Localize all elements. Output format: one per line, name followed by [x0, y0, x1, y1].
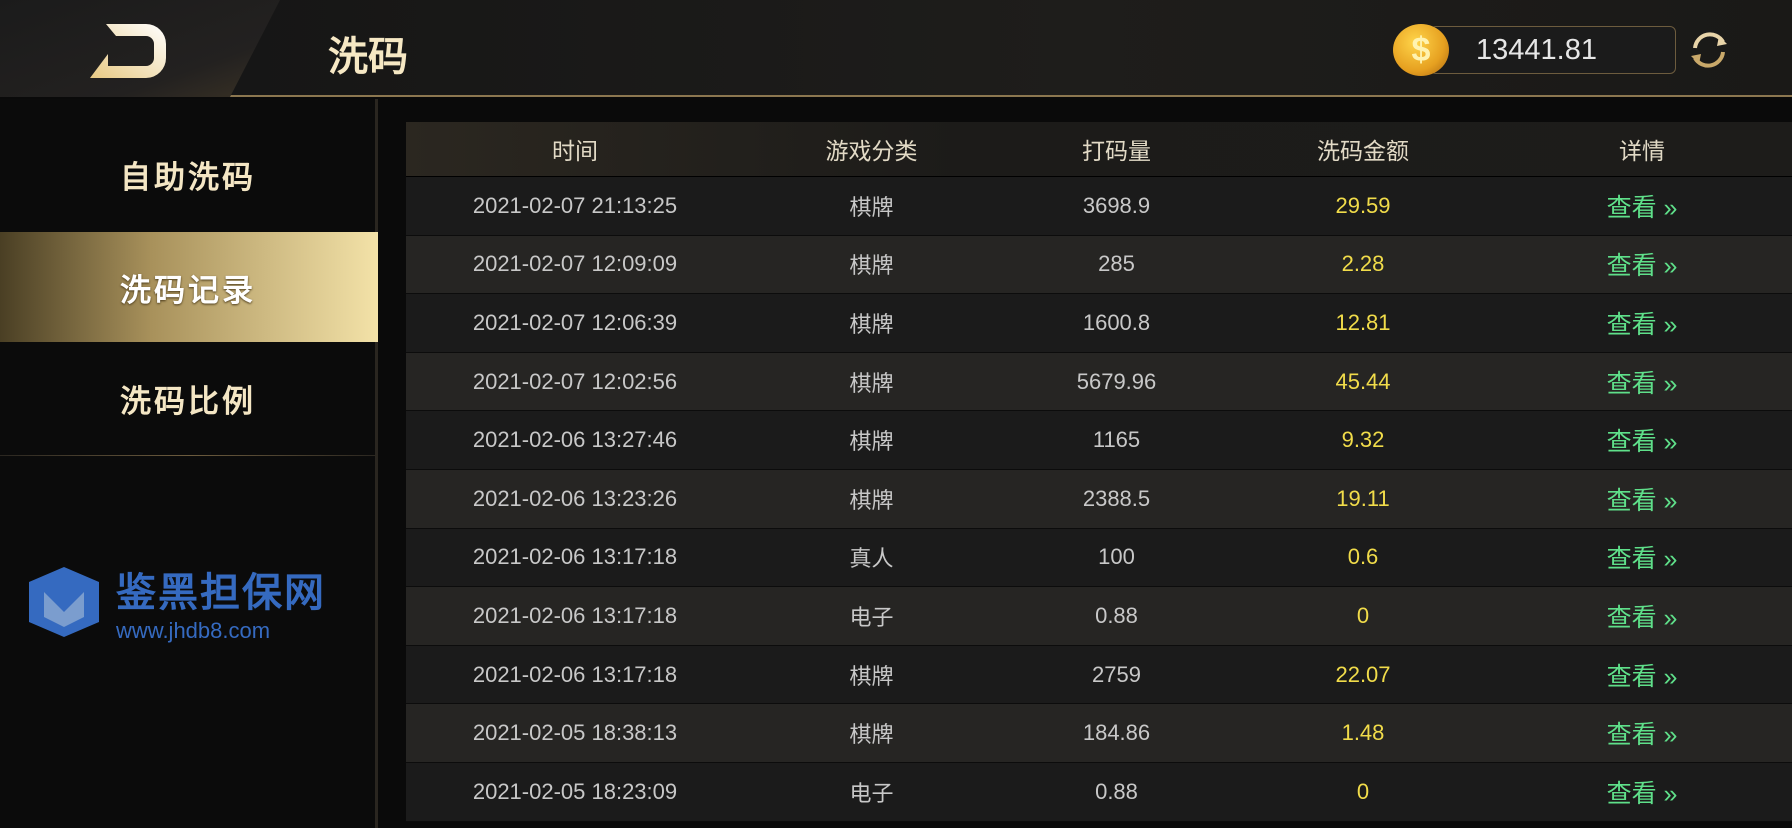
cell-category: 棋牌: [849, 722, 894, 748]
table-row: 2021-02-07 21:13:25 棋牌 3698.9 29.59 查看 »: [406, 177, 1792, 236]
cell-amount: 2.28: [1341, 251, 1385, 277]
cell-amount: 9.32: [1341, 427, 1385, 453]
view-link[interactable]: 查看 »: [1606, 779, 1678, 808]
sidebar-item-self-wash[interactable]: 自助洗码: [120, 159, 256, 195]
cell-category: 电子: [849, 604, 894, 630]
cell-time: 2021-02-06 13:23:26: [472, 485, 678, 511]
table-row: 2021-02-06 13:17:18 棋牌 2759 22.07 查看 »: [406, 645, 1792, 705]
cell-time: 2021-02-07 12:09:09: [472, 251, 678, 277]
view-link[interactable]: 查看 »: [1606, 193, 1678, 222]
page-title: 洗码: [328, 35, 408, 79]
cell-bet: 3698.9: [1082, 192, 1151, 218]
cell-bet: 100: [1098, 544, 1135, 570]
cell-amount: 22.07: [1335, 661, 1391, 687]
cell-category: 棋牌: [849, 253, 894, 279]
cell-amount: 0.6: [1347, 544, 1379, 570]
table-row: 2021-02-05 18:23:09 电子 0.88 0 查看 »: [406, 762, 1792, 822]
view-link[interactable]: 查看 »: [1606, 252, 1678, 281]
cell-time: 2021-02-07 12:06:39: [472, 309, 678, 335]
header-category: 游戏分类: [825, 138, 918, 164]
cell-category: 真人: [849, 546, 894, 572]
header-detail: 详情: [1619, 138, 1665, 164]
cell-amount: 1.48: [1341, 720, 1385, 746]
table-row: 2021-02-07 12:02:56 棋牌 5679.96 45.44 查看 »: [406, 352, 1792, 412]
sidebar-item-wash-ratio[interactable]: 洗码比例: [120, 383, 256, 419]
table-row: 2021-02-05 18:38:13 棋牌 184.86 1.48 查看 »: [406, 704, 1792, 763]
view-link[interactable]: 查看 »: [1606, 310, 1678, 339]
table-row: 2021-02-07 12:06:39 棋牌 1600.8 12.81 查看 »: [406, 294, 1792, 353]
cell-time: 2021-02-06 13:17:18: [472, 602, 678, 628]
cell-bet: 1165: [1092, 427, 1141, 453]
table-row: 2021-02-06 13:23:26 棋牌 2388.5 19.11 查看 »: [406, 469, 1792, 529]
cell-category: 棋牌: [849, 194, 894, 220]
view-link[interactable]: 查看 »: [1606, 721, 1678, 750]
cell-amount: 29.59: [1335, 192, 1391, 218]
table-header: 时间 游戏分类 打码量 洗码金额 详情: [406, 122, 1792, 177]
cell-time: 2021-02-05 18:23:09: [472, 778, 678, 804]
cell-time: 2021-02-06 13:17:18: [472, 544, 678, 570]
table-body: 2021-02-07 21:13:25 棋牌 3698.9 29.59 查看 » 2021…: [406, 177, 1792, 822]
cell-amount: 0: [1356, 602, 1370, 628]
cell-category: 棋牌: [849, 311, 894, 337]
cell-category: 棋牌: [849, 663, 894, 689]
refresh-icon[interactable]: [1685, 26, 1733, 74]
back-button[interactable]: [0, 0, 280, 97]
divider: [0, 455, 378, 456]
cell-bet: 5679.96: [1076, 368, 1157, 394]
table-row: 2021-02-07 12:09:09 棋牌 285 2.28 查看 »: [406, 235, 1792, 295]
view-link[interactable]: 查看 »: [1606, 603, 1678, 632]
cell-bet: 2388.5: [1082, 485, 1151, 511]
sidebar-item-wash-record[interactable]: 洗码记录: [0, 232, 378, 342]
cell-bet: 2759: [1092, 661, 1141, 687]
cell-time: 2021-02-06 13:17:18: [472, 661, 678, 687]
record-table: 时间 游戏分类 打码量 洗码金额 详情 2021-02-07 21:13:25 棋…: [406, 122, 1792, 822]
header-time: 时间: [552, 138, 598, 164]
coin-icon: $: [1393, 24, 1449, 76]
header-amount: 洗码金额: [1317, 138, 1409, 164]
view-link[interactable]: 查看 »: [1606, 545, 1678, 574]
cell-bet: 0.88: [1095, 778, 1138, 804]
sidebar: 自助洗码 洗码记录 洗码比例: [0, 99, 378, 828]
cell-amount: 0: [1356, 778, 1370, 804]
header-bet: 打码量: [1082, 138, 1151, 164]
cell-time: 2021-02-05 18:38:13: [472, 720, 678, 746]
cell-category: 棋牌: [849, 370, 894, 396]
view-link[interactable]: 查看 »: [1606, 662, 1678, 691]
view-link[interactable]: 查看 »: [1606, 428, 1678, 457]
cell-bet: 285: [1098, 251, 1135, 277]
top-bar: 洗码 $ 13441.81: [0, 0, 1792, 97]
cell-bet: 1600.8: [1082, 309, 1151, 335]
cell-time: 2021-02-07 21:13:25: [472, 192, 678, 218]
view-link[interactable]: 查看 »: [1606, 369, 1678, 398]
balance-display: 13441.81: [1430, 26, 1676, 74]
table-row: 2021-02-06 13:27:46 棋牌 1165 9.32 查看 »: [406, 411, 1792, 470]
cell-category: 电子: [849, 780, 894, 806]
cell-bet: 184.86: [1082, 720, 1151, 746]
cell-amount: 19.11: [1336, 485, 1390, 511]
table-row: 2021-02-06 13:17:18 电子 0.88 0 查看 »: [406, 587, 1792, 646]
cell-time: 2021-02-07 12:02:56: [472, 368, 678, 394]
cell-bet: 0.88: [1095, 602, 1138, 628]
back-logo-icon: [90, 24, 166, 78]
cell-category: 棋牌: [849, 429, 894, 455]
cell-time: 2021-02-06 13:27:46: [472, 427, 678, 453]
view-link[interactable]: 查看 »: [1606, 486, 1678, 515]
cell-amount: 12.81: [1335, 309, 1391, 335]
cell-amount: 45.44: [1335, 368, 1391, 394]
table-row: 2021-02-06 13:17:18 真人 100 0.6 查看 »: [406, 528, 1792, 588]
cell-category: 棋牌: [849, 487, 894, 513]
